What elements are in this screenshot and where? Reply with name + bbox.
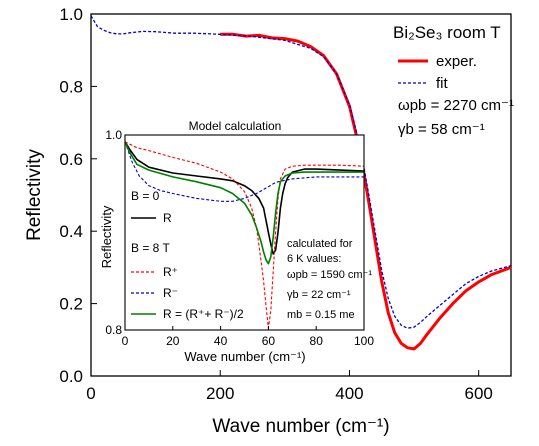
main-x-axis-title: Wave number (cm⁻¹): [212, 416, 389, 437]
inset-legend-group-b0: B = 0: [131, 189, 160, 203]
inset-note-line-4: γb = 22 cm⁻¹: [287, 289, 351, 301]
inset-legend-label-ravg: R = (R⁺+ R⁻)/2: [163, 307, 244, 321]
y-tick-label: 0.0: [59, 367, 83, 386]
y-tick-label: 0.2: [59, 295, 83, 314]
y-tick-label: 1.0: [105, 128, 122, 142]
x-tick-label: 40: [214, 334, 228, 348]
x-tick-label: 0: [86, 384, 95, 403]
inset-legend-label-rplus: R⁺: [163, 265, 178, 279]
y-tick-label: 0.4: [59, 222, 83, 241]
inset-title: Model calculation: [189, 119, 282, 133]
legend-param-omega: ωpb = 2270 cm⁻¹: [398, 97, 514, 114]
inset-note-line-1: calculated for: [287, 238, 353, 250]
y-tick-label: 0.8: [59, 77, 83, 96]
inset-legend-label-rminus: R⁻: [163, 286, 178, 300]
series-line-1: [90, 15, 512, 329]
inset-legend-label-r: R: [163, 211, 172, 225]
y-tick-label: 1.0: [59, 5, 83, 24]
inset-note-line-2: 6 K values:: [287, 253, 341, 265]
inset-chart: Model calculation 0 20 40 60 80 100 0.8 1.0 Ref…: [99, 119, 374, 364]
x-tick-label: 200: [206, 384, 234, 403]
x-tick-label: 60: [262, 334, 276, 348]
legend-title: Bi₂Se₃ room T: [393, 23, 501, 42]
inset-x-axis-title: Wave number (cm⁻¹): [184, 349, 305, 364]
main-plot-frame: [90, 13, 512, 377]
x-tick-label: 600: [465, 384, 493, 403]
legend-label-exper: exper.: [436, 53, 477, 70]
legend-label-fit: fit: [436, 75, 449, 92]
inset-ticks: 0 20 40 60 80 100 0.8 1.0: [105, 128, 374, 348]
series-line-1: [124, 141, 365, 329]
x-tick-label: 80: [310, 334, 324, 348]
x-tick-label: 0: [122, 334, 129, 348]
main-legend: Bi₂Se₃ room T exper. fit ωpb = 2270 cm⁻¹…: [393, 23, 514, 138]
inset-note-line-3: ωpb = 1590 cm⁻¹: [287, 269, 372, 281]
inset-series: [124, 141, 365, 329]
series-line-0: [220, 32, 512, 351]
inset-plot-background: [125, 135, 364, 330]
main-series: [90, 15, 512, 351]
inset-y-axis-title: Reflectivity: [99, 205, 114, 268]
x-tick-label: 100: [354, 334, 374, 348]
inset-legend-group-b8: B = 8 T: [131, 241, 170, 255]
series-line-3: [124, 141, 364, 265]
main-y-axis-title: Reflectivity: [24, 149, 45, 241]
legend-param-gamma: γb = 58 cm⁻¹: [398, 121, 485, 138]
series-line-2: [124, 141, 364, 202]
inset-plot-frame: [124, 134, 365, 331]
y-tick-label: 0.8: [105, 323, 122, 337]
y-tick-label: 0.6: [59, 150, 83, 169]
x-tick-label: 20: [166, 334, 180, 348]
x-tick-label: 400: [335, 384, 363, 403]
inset-note-line-5: mb = 0.15 me: [287, 309, 355, 321]
